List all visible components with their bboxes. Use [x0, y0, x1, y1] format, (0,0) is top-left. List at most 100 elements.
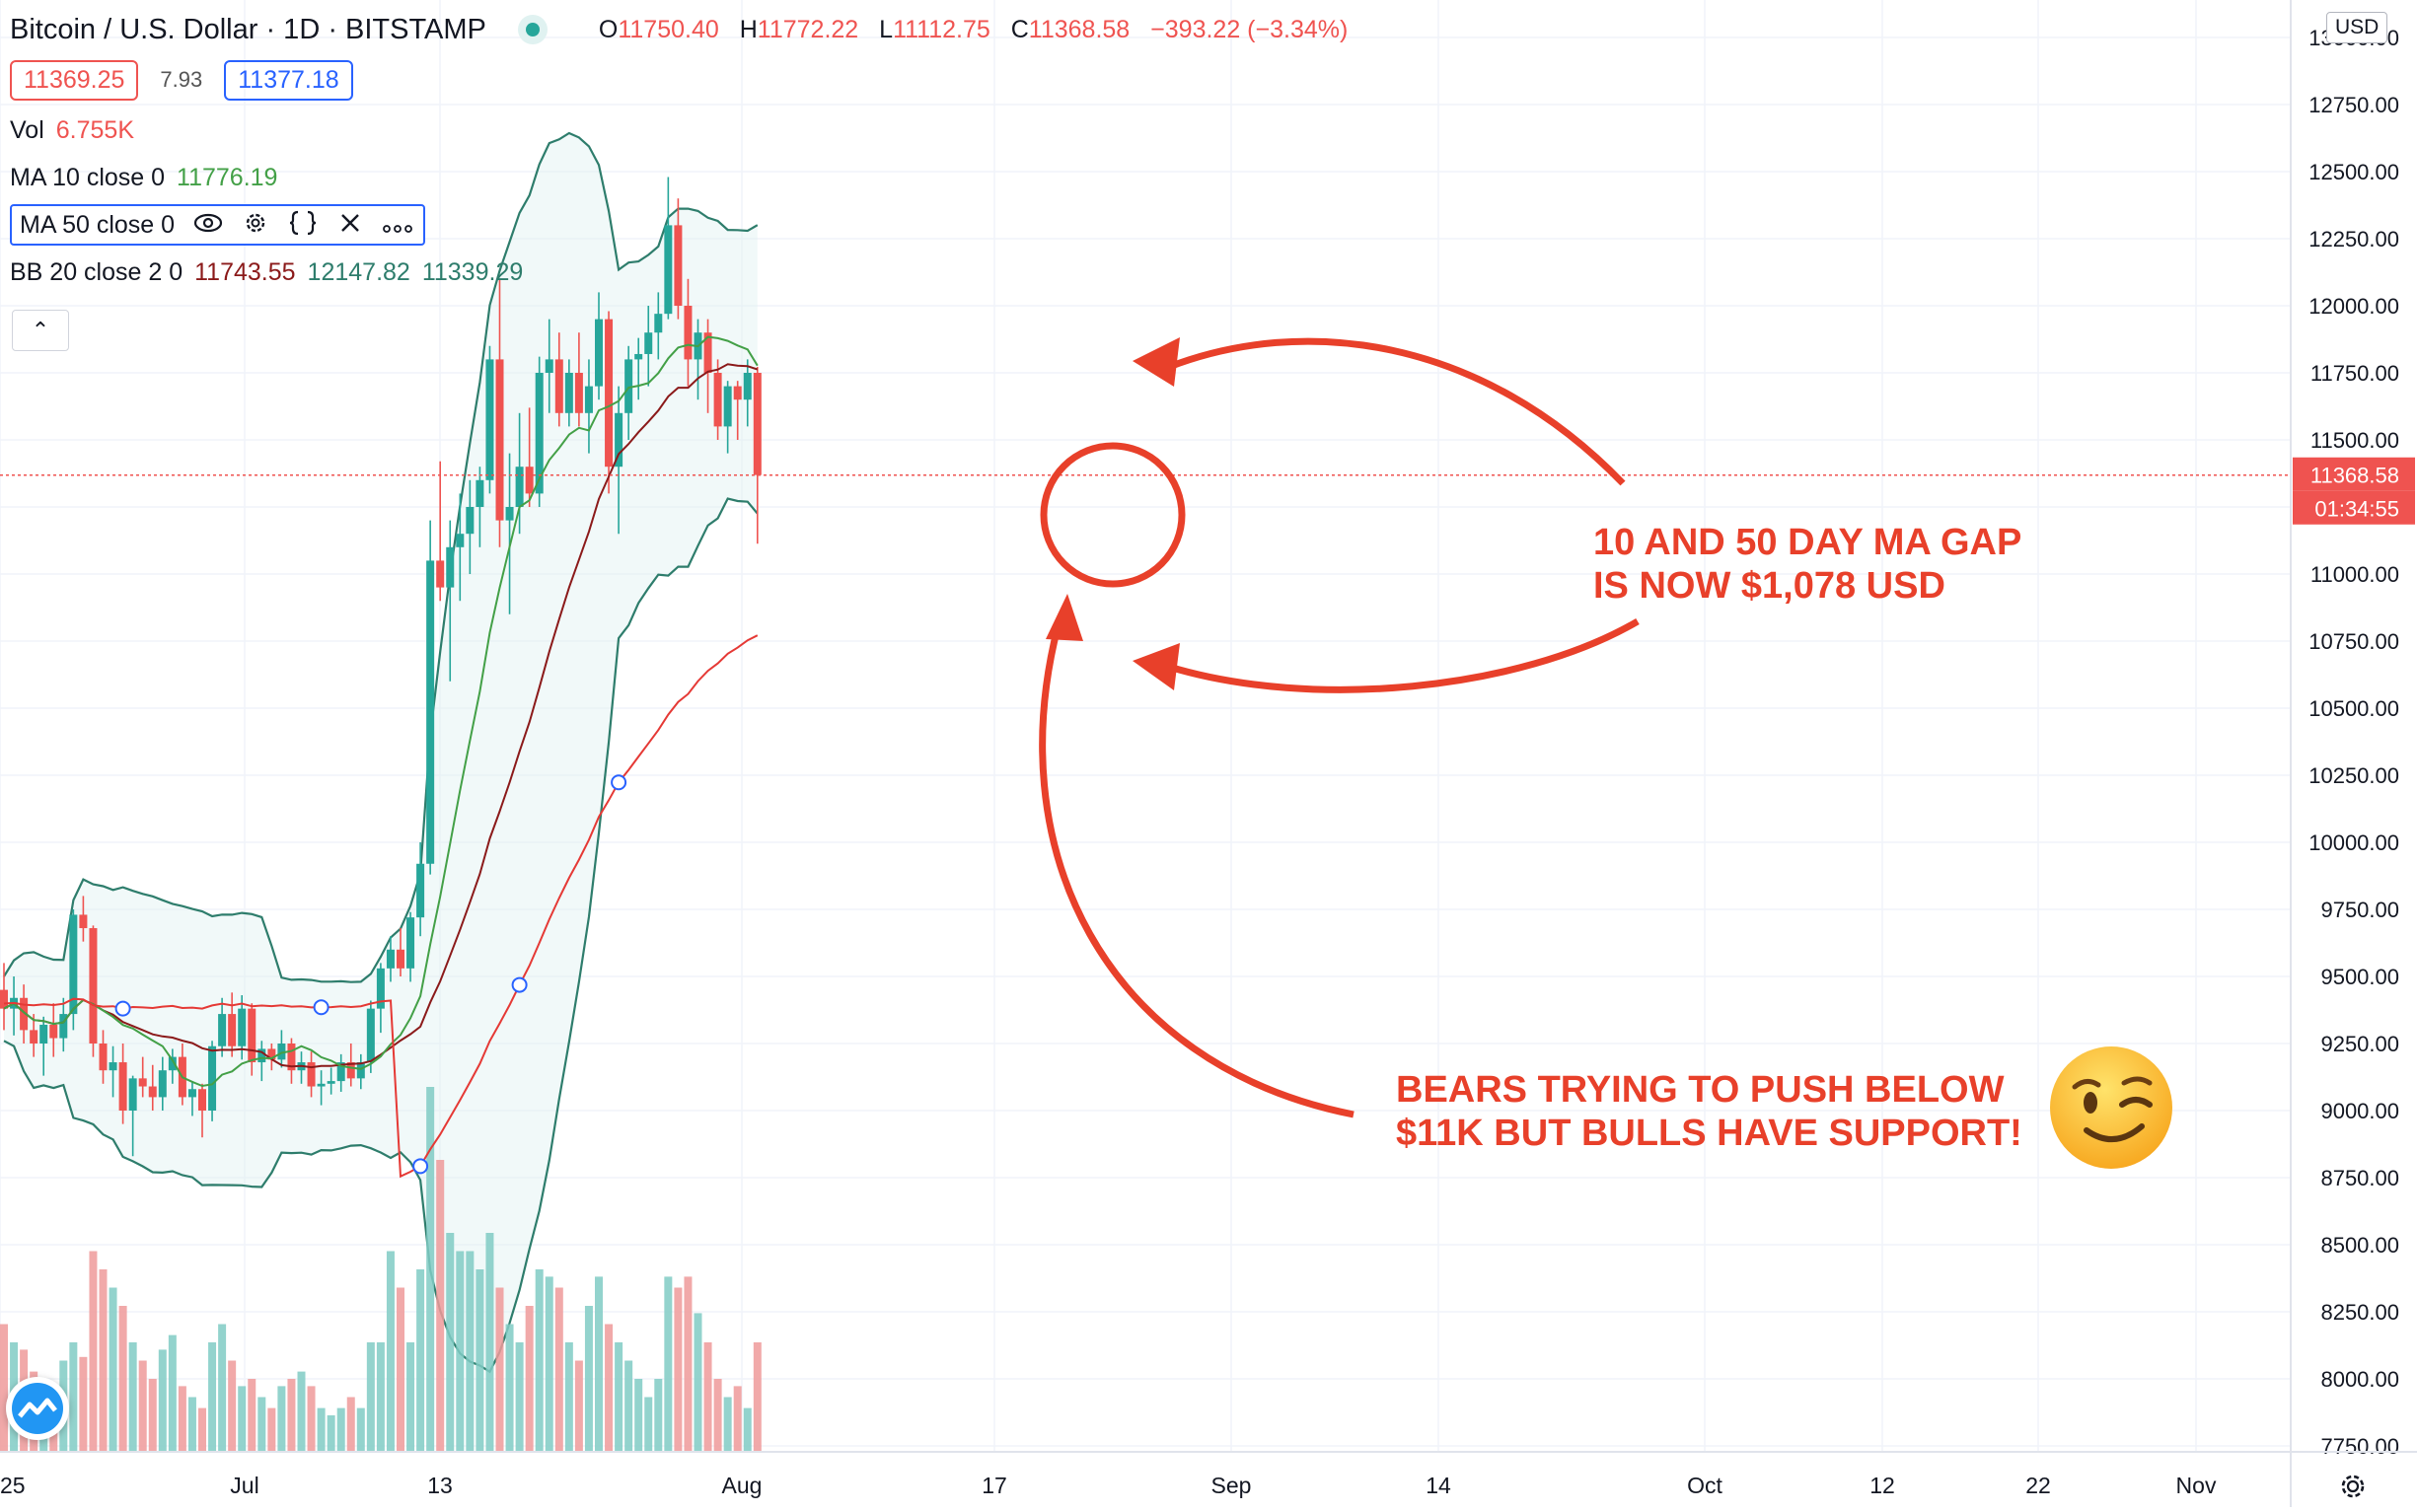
volume-bar [644, 1397, 653, 1452]
volume-name: Vol [10, 115, 44, 144]
volume-bar [327, 1415, 335, 1452]
braces-icon[interactable] [285, 210, 321, 240]
symbol-title[interactable]: Bitcoin / U.S. Dollar · 1D · BITSTAMP [10, 13, 486, 45]
volume-bar [238, 1386, 247, 1452]
date-tick-label: Oct [1687, 1473, 1722, 1498]
collapse-legend-button[interactable]: ⌃ [12, 310, 69, 351]
volume-bar [595, 1276, 603, 1452]
currency-button[interactable]: USD [2326, 12, 2388, 43]
volume-bar [733, 1386, 742, 1452]
candle-body [505, 507, 514, 521]
candle-body [564, 373, 573, 413]
candle-body [584, 386, 593, 413]
date-tick-label: Aug [722, 1473, 763, 1498]
chart-grid [0, 0, 2291, 1452]
candle-body [743, 373, 752, 400]
tradingview-logo[interactable] [6, 1377, 69, 1440]
bollinger-fill [4, 133, 758, 1372]
close-value: 11368.58 [1028, 15, 1131, 43]
date-tick-label: Sep [1211, 1473, 1252, 1498]
volume-bar [228, 1360, 237, 1452]
candle-body [416, 863, 425, 918]
last-price-label: 11368.58 [2310, 464, 2399, 488]
annotation-arrows [1039, 337, 1640, 1118]
more-icon[interactable] [380, 212, 415, 238]
ma10-value: 11776.19 [177, 163, 278, 191]
candle-body [733, 386, 742, 400]
price-tick-label: 8750.00 [2320, 1166, 2399, 1190]
ohlc-values: O11750.40 H11772.22 L11112.75 C11368.58 … [599, 15, 1361, 43]
moving-averages [3, 335, 759, 1179]
candle-body [634, 353, 643, 360]
ma10-name: MA 10 close 0 [10, 163, 166, 191]
candle-body [138, 1078, 147, 1087]
date-tick-label: 12 [1869, 1473, 1895, 1498]
candle-body [257, 1048, 266, 1063]
candle-body [168, 1056, 177, 1071]
arrow-top-head [1133, 337, 1180, 387]
candle-body [753, 373, 762, 475]
volume-bar [664, 1276, 673, 1452]
candle-body [89, 928, 98, 1044]
candle-body [59, 1014, 68, 1039]
arrow-top-shaft [1167, 337, 1626, 486]
price-tick-label: 10000.00 [2308, 830, 2399, 855]
candle-body [30, 1030, 38, 1044]
candle-body [386, 949, 395, 969]
bears-line-2: $11K BUT BULLS HAVE SUPPORT! [1396, 1113, 2022, 1154]
volume-bar [713, 1379, 722, 1452]
volume-bar [436, 1160, 445, 1452]
volume-bar [218, 1324, 227, 1452]
candle-body [426, 560, 435, 864]
candle-body [485, 359, 494, 480]
volume-bar [605, 1324, 614, 1452]
logo-icon [12, 1383, 63, 1434]
ma50-selected-legend[interactable]: MA 50 close 0 [10, 204, 426, 246]
price-tick-label: 9500.00 [2320, 965, 2399, 989]
last-price-badge [2293, 457, 2415, 491]
volume-bar [495, 1287, 504, 1452]
date-tick-label: Jul [230, 1473, 258, 1498]
volume-bar [376, 1342, 385, 1452]
volume-bar [545, 1276, 553, 1452]
volume-value: 6.755K [55, 115, 135, 144]
price-tick-label: 11500.00 [2310, 428, 2399, 453]
high-value: 11772.22 [757, 15, 859, 43]
arrow-bottom-shaft [1039, 615, 1355, 1118]
indicator-volume[interactable]: Vol 6.755K [10, 110, 1361, 150]
candle-body [158, 1070, 167, 1098]
ma50-handle [511, 976, 528, 993]
ma50-handle [412, 1158, 429, 1175]
date-tick-label: 22 [2025, 1473, 2051, 1498]
candle-body [148, 1086, 157, 1098]
volume-bar [654, 1379, 663, 1452]
eye-icon[interactable] [190, 212, 226, 238]
volume-bar [397, 1287, 404, 1452]
price-tick-label: 11000.00 [2310, 562, 2399, 587]
ma-gap-line-2: IS NOW $1,078 USD [1593, 565, 1945, 607]
candle-body [20, 997, 29, 1031]
indicator-ma10[interactable]: MA 10 close 0 11776.19 [10, 158, 1361, 197]
gear-icon[interactable] [238, 210, 273, 240]
candle-body [684, 306, 693, 360]
volume-bar [684, 1276, 693, 1452]
volume-bar [426, 1087, 435, 1452]
candle-body [436, 560, 445, 588]
close-icon[interactable] [332, 212, 368, 238]
indicator-bollinger[interactable]: BB 20 close 2 0 11743.55 12147.82 11339.… [10, 252, 1361, 292]
bollinger-basis-line [3, 363, 759, 1069]
candle-body [187, 1089, 196, 1098]
volume-bar [138, 1360, 147, 1452]
ma10-line [3, 335, 759, 1088]
volume-bar [466, 1251, 475, 1452]
indicator-ma50[interactable]: MA 50 close 0 [10, 204, 1361, 246]
price-tick-label: 9750.00 [2320, 898, 2399, 922]
settings-gear-icon[interactable] [2336, 1470, 2370, 1512]
ma-gap-line-1: 10 AND 50 DAY MA GAP [1593, 522, 2022, 563]
sell-price-button[interactable]: 11369.25 [10, 59, 139, 101]
volume-bar [694, 1313, 702, 1452]
candle-body [713, 373, 722, 427]
buy-price-button[interactable]: 11377.18 [224, 59, 353, 101]
candle-body [69, 914, 78, 1015]
